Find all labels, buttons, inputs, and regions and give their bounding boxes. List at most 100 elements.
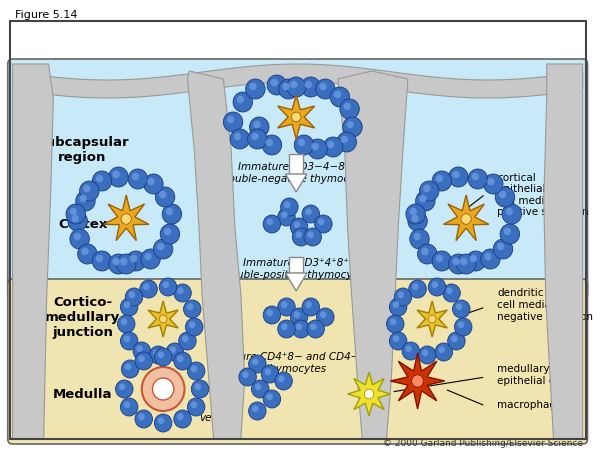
Circle shape — [497, 243, 504, 251]
Circle shape — [290, 81, 297, 89]
Circle shape — [162, 282, 169, 288]
Circle shape — [150, 346, 167, 364]
Circle shape — [343, 118, 362, 138]
Circle shape — [126, 252, 146, 271]
Circle shape — [419, 195, 427, 203]
Circle shape — [234, 133, 241, 141]
Circle shape — [124, 401, 131, 408]
Polygon shape — [13, 65, 53, 439]
Text: venule: venule — [199, 412, 234, 422]
Circle shape — [143, 284, 150, 291]
Text: Medulla: Medulla — [53, 388, 112, 400]
Circle shape — [153, 349, 159, 356]
Polygon shape — [286, 273, 307, 291]
Circle shape — [343, 103, 351, 111]
FancyBboxPatch shape — [289, 155, 303, 175]
Circle shape — [393, 302, 399, 308]
Circle shape — [452, 258, 460, 266]
Circle shape — [493, 239, 512, 259]
Circle shape — [393, 336, 399, 343]
Circle shape — [142, 367, 185, 411]
Circle shape — [278, 375, 284, 382]
Circle shape — [443, 284, 460, 302]
Circle shape — [121, 318, 128, 325]
Circle shape — [449, 167, 468, 187]
Circle shape — [130, 255, 137, 263]
Circle shape — [159, 315, 167, 323]
Polygon shape — [188, 72, 245, 439]
Circle shape — [452, 300, 470, 318]
Circle shape — [470, 255, 477, 263]
Circle shape — [138, 355, 145, 362]
FancyBboxPatch shape — [10, 22, 585, 72]
Circle shape — [263, 390, 281, 408]
Circle shape — [249, 84, 257, 91]
Circle shape — [422, 349, 428, 356]
Circle shape — [147, 178, 154, 186]
Circle shape — [390, 318, 397, 325]
Circle shape — [239, 368, 256, 386]
Circle shape — [246, 80, 265, 100]
Circle shape — [428, 278, 446, 296]
Circle shape — [112, 172, 120, 179]
Text: Cortex: Cortex — [58, 218, 107, 231]
Circle shape — [253, 121, 261, 129]
Circle shape — [451, 336, 457, 343]
Circle shape — [294, 136, 314, 156]
Circle shape — [182, 336, 189, 343]
Circle shape — [233, 93, 253, 113]
Circle shape — [284, 202, 291, 209]
Circle shape — [70, 208, 77, 216]
Circle shape — [416, 192, 435, 212]
Circle shape — [164, 228, 171, 236]
Circle shape — [310, 324, 317, 330]
Circle shape — [495, 187, 515, 207]
Circle shape — [160, 224, 180, 244]
Circle shape — [166, 208, 173, 216]
Circle shape — [242, 372, 249, 379]
Circle shape — [409, 280, 426, 298]
Circle shape — [278, 320, 295, 338]
Text: © 2000 Garland Publishing/Elsevier Science: © 2000 Garland Publishing/Elsevier Scien… — [383, 438, 582, 447]
Circle shape — [143, 175, 163, 195]
Circle shape — [118, 315, 135, 333]
Circle shape — [314, 216, 332, 233]
Text: macrophage: macrophage — [497, 399, 563, 409]
Circle shape — [286, 78, 306, 98]
Circle shape — [264, 369, 271, 375]
Circle shape — [79, 195, 86, 203]
Circle shape — [177, 288, 184, 294]
Circle shape — [419, 346, 436, 364]
Circle shape — [119, 384, 126, 390]
Circle shape — [305, 209, 312, 216]
Circle shape — [499, 191, 506, 199]
Circle shape — [281, 212, 287, 219]
Circle shape — [454, 318, 472, 336]
Circle shape — [412, 284, 419, 291]
Circle shape — [435, 343, 452, 361]
Circle shape — [223, 113, 243, 133]
Circle shape — [471, 173, 479, 181]
Circle shape — [405, 345, 412, 352]
Circle shape — [112, 258, 120, 266]
Circle shape — [162, 205, 181, 224]
Circle shape — [337, 133, 356, 153]
Circle shape — [120, 258, 128, 266]
FancyBboxPatch shape — [8, 60, 587, 299]
Circle shape — [500, 224, 520, 244]
Circle shape — [125, 288, 143, 306]
Circle shape — [159, 278, 177, 296]
Circle shape — [174, 352, 191, 370]
Circle shape — [316, 80, 335, 100]
Circle shape — [66, 205, 85, 224]
Circle shape — [410, 229, 429, 249]
Circle shape — [308, 140, 327, 160]
Circle shape — [120, 332, 138, 350]
Circle shape — [116, 380, 133, 398]
Circle shape — [318, 219, 324, 226]
Circle shape — [504, 228, 511, 236]
Circle shape — [281, 198, 298, 217]
Circle shape — [394, 288, 412, 306]
Circle shape — [191, 380, 209, 398]
Circle shape — [154, 414, 172, 432]
